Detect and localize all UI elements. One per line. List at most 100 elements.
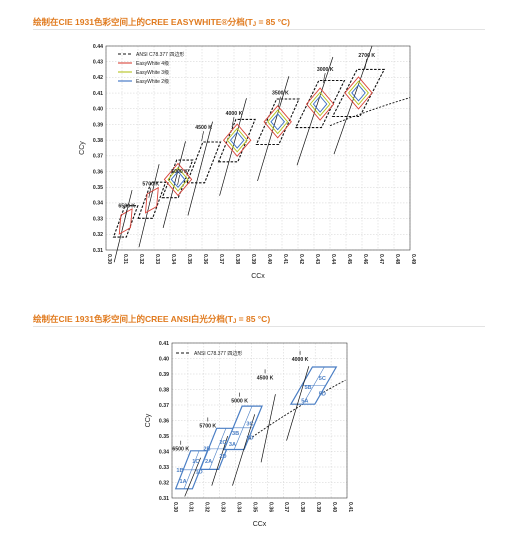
divider xyxy=(33,326,485,327)
legend-label: ANSI C78.377 四边形 xyxy=(194,350,242,357)
plot-frame xyxy=(105,45,411,251)
easywhite-3step xyxy=(267,109,289,135)
x-tick-label: 0.46 xyxy=(362,254,368,264)
isotherm-line xyxy=(296,56,334,166)
x-tick-label: 0.36 xyxy=(202,254,208,264)
cct-label: 2700 K xyxy=(358,53,375,59)
x-tick-label: 0.49 xyxy=(410,254,416,264)
easywhite-4step xyxy=(144,186,159,214)
cct-leader-line xyxy=(322,73,326,84)
planckian-locus-line xyxy=(329,97,411,127)
cct-leader-line xyxy=(201,131,204,142)
chart1-title: 绘制在CIE 1931色彩空间上的CREE EASYWHITE®分档(TJ = … xyxy=(33,17,290,28)
x-tick-label: 0.32 xyxy=(138,254,144,264)
x-tick-label: 0.35 xyxy=(186,254,192,264)
cct-leader-line xyxy=(124,209,128,220)
bin-label: 2A xyxy=(205,459,212,465)
cct-label: 4000 K xyxy=(292,357,309,363)
x-tick-label: 0.47 xyxy=(378,254,384,264)
legend-label: EasyWhite 3级 xyxy=(136,69,169,76)
easywhite-2step xyxy=(351,84,366,102)
isotherm-line xyxy=(162,141,186,228)
cct-leader-line xyxy=(177,175,180,186)
x-tick-label: 0.37 xyxy=(283,502,289,512)
y-tick-label: 0.38 xyxy=(93,138,103,144)
planckian-locus-line xyxy=(243,379,346,444)
x-tick-label: 0.43 xyxy=(314,254,320,264)
isotherm-line xyxy=(286,366,310,441)
bin-label: 3B xyxy=(232,431,239,437)
easywhite-4step xyxy=(344,76,373,110)
bin-label: 1C xyxy=(192,459,199,465)
chart2-title: 绘制在CIE 1931色彩空间上的CREE ANSI白光分档(TJ = 85 °… xyxy=(33,314,271,325)
ansi-quadrangle xyxy=(294,79,346,129)
x-tick-label: 0.41 xyxy=(282,254,288,264)
bin-label: 5B xyxy=(304,385,311,391)
x-tick-label: 0.39 xyxy=(315,502,321,512)
x-tick-label: 0.33 xyxy=(154,254,160,264)
easywhite-3step xyxy=(348,80,369,106)
x-tick-label: 0.30 xyxy=(172,502,178,512)
x-tick-label: 0.37 xyxy=(218,254,224,264)
cct-label: 5000 K xyxy=(231,399,248,405)
bin-label: 5D xyxy=(319,391,326,397)
easywhite-4step xyxy=(263,105,292,139)
bin-label: 3C xyxy=(246,422,253,428)
x-tick-label: 0.39 xyxy=(250,254,256,264)
x-tick-label: 0.48 xyxy=(394,254,400,264)
cct-leader-line xyxy=(278,96,281,107)
y-tick-label: 0.41 xyxy=(159,341,169,347)
y-tick-label: 0.36 xyxy=(93,169,103,175)
legend-label: EasyWhite 2级 xyxy=(136,78,169,85)
x-axis-label: CCx xyxy=(253,521,267,528)
isotherm-line xyxy=(187,121,213,216)
y-tick-label: 0.34 xyxy=(159,449,169,455)
ansi-quadrangle xyxy=(186,141,222,184)
bin-label: 1D xyxy=(195,470,202,476)
bin-label: 2C xyxy=(219,440,226,446)
cct-label: 3000 K xyxy=(317,67,334,73)
ansi-quadrangle xyxy=(255,98,300,146)
y-tick-label: 0.31 xyxy=(159,496,169,502)
y-tick-label: 0.33 xyxy=(159,465,169,471)
divider xyxy=(33,29,485,30)
cct-label: 3500 K xyxy=(272,91,289,97)
y-tick-label: 0.35 xyxy=(93,185,103,191)
bin-label: 2B xyxy=(203,446,210,452)
isotherm-line xyxy=(232,414,256,486)
easywhite-3step xyxy=(226,127,248,153)
y-axis-label: CCy xyxy=(79,141,86,155)
y-tick-label: 0.32 xyxy=(159,480,169,486)
easywhite-2step xyxy=(270,113,285,131)
y-tick-label: 0.31 xyxy=(93,248,103,254)
x-tick-label: 0.42 xyxy=(298,254,304,264)
ansi-quadrangle xyxy=(161,159,194,199)
y-tick-label: 0.33 xyxy=(93,216,103,222)
x-tick-label: 0.36 xyxy=(267,502,273,512)
easywhite-4step xyxy=(163,162,193,197)
ansi-quadrangle xyxy=(217,118,256,163)
bin-label: 5A xyxy=(301,398,308,404)
cct-label: 4500 K xyxy=(195,125,212,131)
y-tick-label: 0.38 xyxy=(159,387,169,393)
bin-label: 3A xyxy=(229,442,236,448)
x-tick-label: 0.41 xyxy=(347,502,353,512)
isotherm-line xyxy=(138,164,160,248)
x-tick-label: 0.38 xyxy=(299,502,305,512)
isotherm-line xyxy=(184,457,201,497)
x-tick-label: 0.40 xyxy=(266,254,272,264)
ansi-quadrangle xyxy=(331,68,386,118)
y-tick-label: 0.44 xyxy=(93,44,103,50)
y-tick-label: 0.34 xyxy=(93,201,103,207)
legend-label: EasyWhite 4级 xyxy=(136,60,169,67)
easywhite-4step xyxy=(118,208,133,235)
x-axis-label: CCx xyxy=(251,273,265,280)
cct-label: 6500 K xyxy=(118,204,135,210)
y-tick-label: 0.32 xyxy=(93,232,103,238)
easywhite-3step xyxy=(167,167,189,192)
cct-leader-line xyxy=(364,58,368,70)
bin-label: 2D xyxy=(219,454,226,460)
cct-label: 5700 K xyxy=(199,423,216,429)
